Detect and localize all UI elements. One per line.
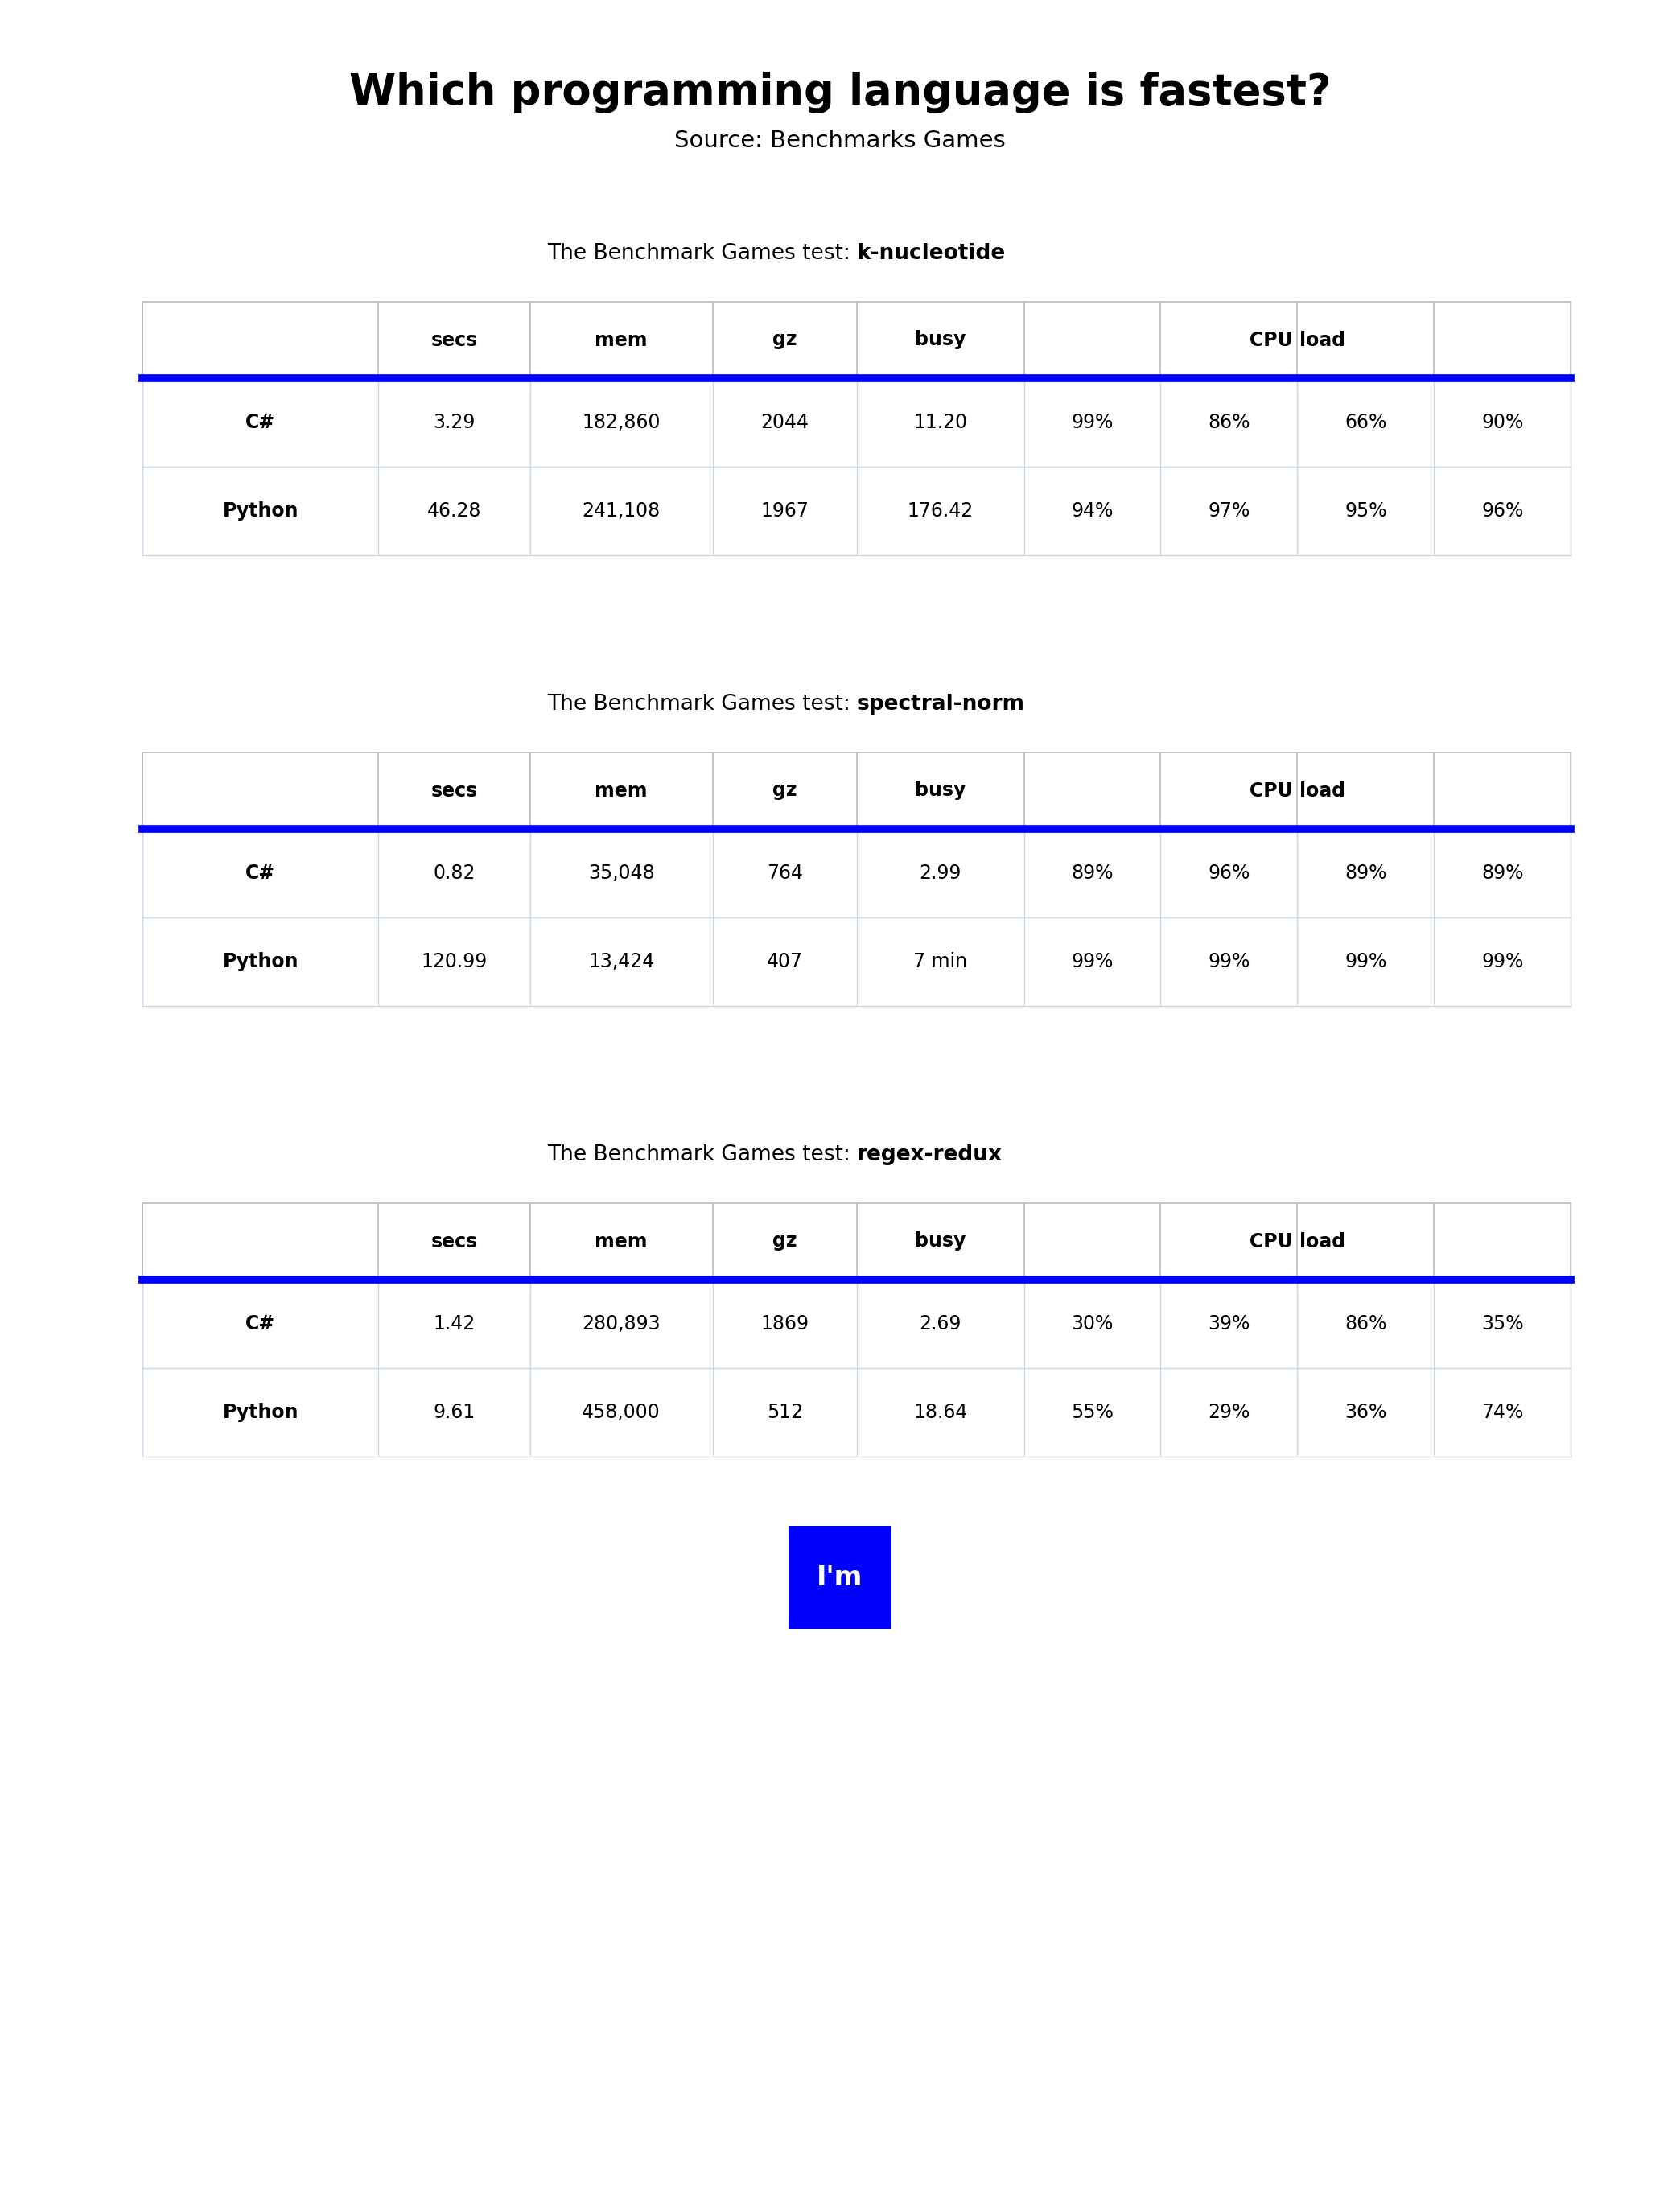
Text: 35%: 35% <box>1482 1314 1524 1334</box>
Text: The Benchmark Games test:: The Benchmark Games test: <box>546 1145 857 1164</box>
Text: 0.82: 0.82 <box>433 863 475 883</box>
Text: 89%: 89% <box>1072 863 1114 883</box>
Text: CPU load: CPU load <box>1250 330 1346 349</box>
Text: 86%: 86% <box>1208 413 1250 433</box>
Text: busy: busy <box>916 1233 966 1250</box>
Text: gz: gz <box>773 1233 796 1250</box>
Text: 97%: 97% <box>1208 501 1250 521</box>
Text: 46.28: 46.28 <box>427 501 482 521</box>
Text: secs: secs <box>430 330 477 349</box>
Text: 9.61: 9.61 <box>433 1402 475 1421</box>
Text: 512: 512 <box>766 1402 803 1421</box>
Text: mem: mem <box>595 330 648 349</box>
FancyBboxPatch shape <box>788 1527 892 1628</box>
Text: 1967: 1967 <box>761 501 808 521</box>
Text: 89%: 89% <box>1482 863 1524 883</box>
Text: C#: C# <box>245 863 276 883</box>
Text: C#: C# <box>245 1314 276 1334</box>
Text: secs: secs <box>430 1233 477 1250</box>
Text: mem: mem <box>595 780 648 800</box>
Text: Python: Python <box>222 501 299 521</box>
Text: 2044: 2044 <box>761 413 808 433</box>
Text: 35,048: 35,048 <box>588 863 655 883</box>
Text: 280,893: 280,893 <box>581 1314 660 1334</box>
Text: mem: mem <box>595 1233 648 1250</box>
Text: 407: 407 <box>766 951 803 971</box>
Text: busy: busy <box>916 330 966 349</box>
Text: CPU load: CPU load <box>1250 1233 1346 1250</box>
Text: 29%: 29% <box>1208 1402 1250 1421</box>
Text: regex-redux: regex-redux <box>857 1145 1003 1164</box>
Text: Source: Benchmarks Games: Source: Benchmarks Games <box>674 130 1006 152</box>
Text: 74%: 74% <box>1482 1402 1524 1421</box>
Text: C#: C# <box>245 413 276 433</box>
Text: 99%: 99% <box>1482 951 1524 971</box>
Text: 2.99: 2.99 <box>919 863 961 883</box>
Text: 99%: 99% <box>1072 951 1114 971</box>
Text: 36%: 36% <box>1344 1402 1386 1421</box>
Text: secs: secs <box>430 780 477 800</box>
Text: 86%: 86% <box>1344 1314 1386 1334</box>
Text: 7 min: 7 min <box>914 951 968 971</box>
Text: 95%: 95% <box>1344 501 1388 521</box>
Text: 13,424: 13,424 <box>588 951 655 971</box>
Text: 764: 764 <box>766 863 803 883</box>
Text: 18.64: 18.64 <box>914 1402 968 1421</box>
Text: gz: gz <box>773 780 796 800</box>
Text: 11.20: 11.20 <box>914 413 968 433</box>
Text: 458,000: 458,000 <box>581 1402 660 1421</box>
Text: gz: gz <box>773 330 796 349</box>
Text: busy: busy <box>916 780 966 800</box>
Text: CPU load: CPU load <box>1250 780 1346 800</box>
Text: 66%: 66% <box>1344 413 1386 433</box>
Text: 99%: 99% <box>1072 413 1114 433</box>
Text: 55%: 55% <box>1070 1402 1114 1421</box>
Text: The Benchmark Games test:: The Benchmark Games test: <box>546 244 857 264</box>
Text: 30%: 30% <box>1072 1314 1114 1334</box>
Text: The Benchmark Games test:: The Benchmark Games test: <box>546 694 857 714</box>
Text: Python: Python <box>222 951 299 971</box>
Text: I'm: I'm <box>816 1564 864 1591</box>
Text: 120.99: 120.99 <box>422 951 487 971</box>
Text: Which programming language is fastest?: Which programming language is fastest? <box>349 73 1331 114</box>
Text: 96%: 96% <box>1482 501 1524 521</box>
Text: 1869: 1869 <box>761 1314 808 1334</box>
Text: 96%: 96% <box>1208 863 1250 883</box>
Text: 1.42: 1.42 <box>433 1314 475 1334</box>
Text: 182,860: 182,860 <box>581 413 660 433</box>
Text: 3.29: 3.29 <box>433 413 475 433</box>
Text: Python: Python <box>222 1402 299 1421</box>
Text: 39%: 39% <box>1208 1314 1250 1334</box>
Text: 176.42: 176.42 <box>907 501 973 521</box>
Text: 89%: 89% <box>1344 863 1386 883</box>
Text: 241,108: 241,108 <box>583 501 660 521</box>
Text: spectral-norm: spectral-norm <box>857 694 1025 714</box>
Text: 94%: 94% <box>1072 501 1114 521</box>
Text: k-nucleotide: k-nucleotide <box>857 244 1006 264</box>
Text: 2.69: 2.69 <box>919 1314 961 1334</box>
Text: 99%: 99% <box>1344 951 1386 971</box>
Text: 90%: 90% <box>1482 413 1524 433</box>
Text: 99%: 99% <box>1208 951 1250 971</box>
